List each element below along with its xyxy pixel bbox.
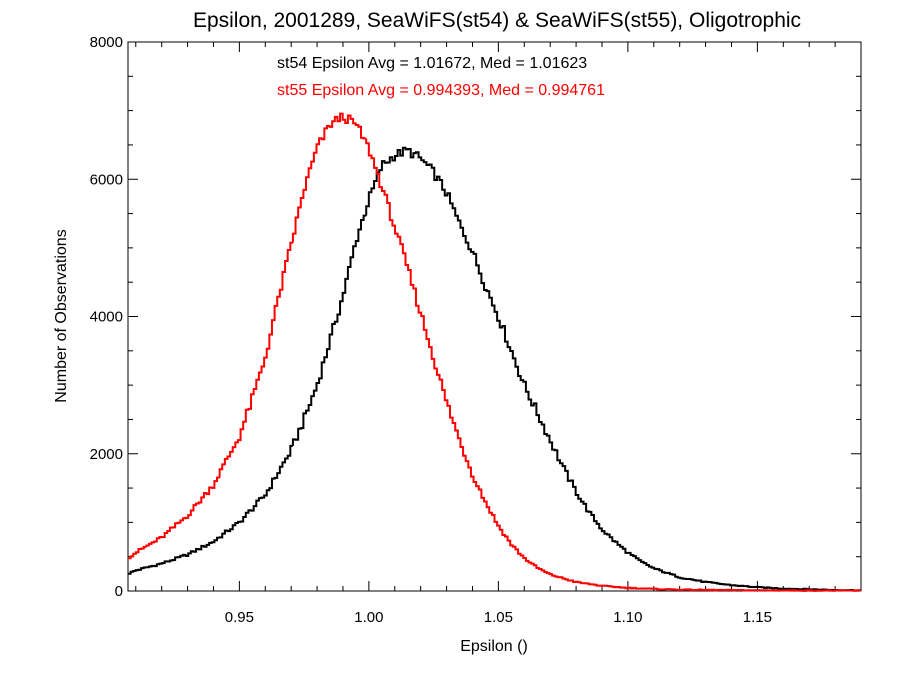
y-tick-label: 6000 <box>90 171 123 188</box>
x-tick-label: 1.05 <box>484 609 513 626</box>
y-tick-label: 2000 <box>90 446 123 463</box>
chart-title: Epsilon, 2001289, SeaWiFS(st54) & SeaWiF… <box>193 9 801 32</box>
x-tick-label: 1.10 <box>613 609 642 626</box>
y-axis-label: Number of Observations <box>53 229 70 402</box>
series-group <box>128 112 861 592</box>
y-tick-label: 8000 <box>90 34 123 51</box>
series-line-1 <box>128 112 861 592</box>
y-tick-label: 0 <box>115 583 123 600</box>
axis-ticks <box>128 41 862 592</box>
x-tick-label: 1.00 <box>354 609 383 626</box>
annotation-st55: st55 Epsilon Avg = 0.994393, Med = 0.994… <box>277 82 605 99</box>
x-tick-label: 1.15 <box>743 609 772 626</box>
plot-frame <box>127 41 862 592</box>
series-line-0 <box>128 146 861 592</box>
y-tick-label: 4000 <box>90 309 123 326</box>
x-axis-label: Epsilon () <box>460 638 528 655</box>
axis-tick-labels: 0.95 1.00 1.05 1.10 1.15 0 2000 4000 6000 8000 <box>90 34 772 626</box>
annotation-st54: st54 Epsilon Avg = 1.01672, Med = 1.0162… <box>277 55 587 72</box>
x-tick-label: 0.95 <box>225 609 254 626</box>
